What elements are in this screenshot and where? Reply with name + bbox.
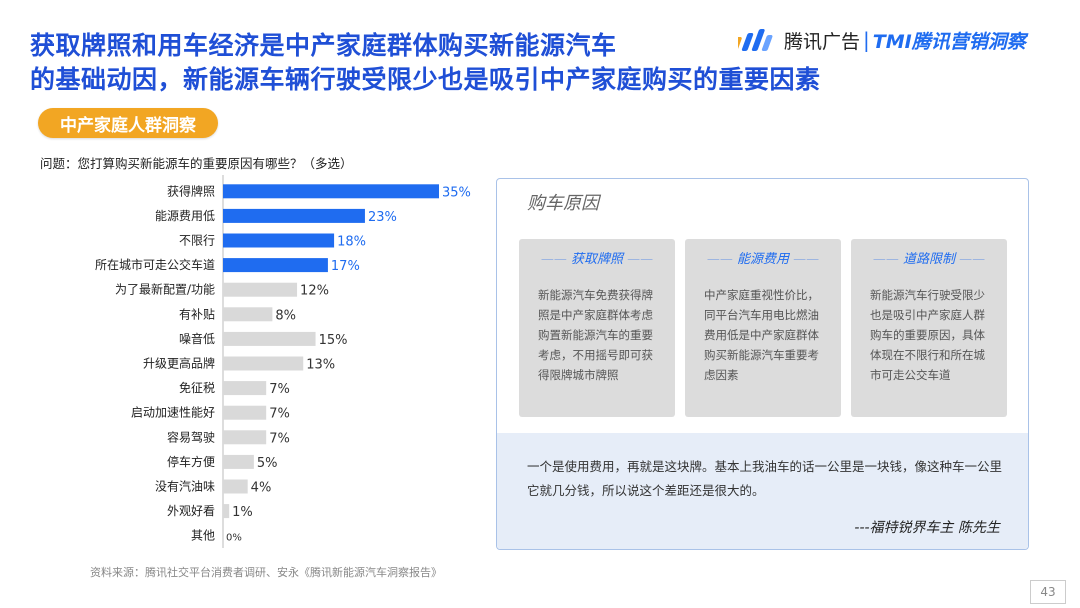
bar (223, 381, 267, 396)
section-tag: 中产家庭人群洞察 (38, 108, 218, 138)
category-label: 所在城市可走公交车道 (95, 257, 215, 272)
page-number: 43 (1030, 580, 1066, 604)
tencent-ads-logo-icon (738, 29, 773, 51)
value-label: 23% (368, 210, 397, 225)
category-label: 不限行 (179, 234, 215, 248)
bar (223, 258, 328, 273)
category-label: 升级更高品牌 (143, 356, 215, 371)
card-body: 新能源汽车行驶受限少也是吸引中产家庭人群购车的重要原因，具体体现在不限行和所在城… (870, 288, 985, 382)
category-label: 免征税 (179, 380, 215, 395)
reason-card-energy: —— 能源费用 —— 中产家庭重视性价比，同平台汽车用电比燃油费用低是中产家庭群… (685, 239, 841, 417)
owner-quote: 一个是使用费用，再就是这块牌。基本上我油车的话一公里是一块钱，像这种车一公里它就… (527, 459, 1003, 498)
category-label: 其他 (191, 529, 215, 543)
card-body: 中产家庭重视性价比，同平台汽车用电比燃油费用低是中产家庭群体购买新能源汽车重要考… (704, 288, 819, 382)
value-label: 8% (275, 308, 296, 323)
category-label: 容易驾驶 (167, 429, 215, 444)
logo-brand-text: 腾讯广告 (784, 30, 861, 53)
reason-card-license: —— 获取牌照 —— 新能源汽车免费获得牌照是中产家庭群体考虑购置新能源汽车的重… (519, 239, 675, 417)
bar (223, 331, 316, 346)
card-body: 新能源汽车免费获得牌照是中产家庭群体考虑购置新能源汽车的重要考虑，不用摇号即可获… (538, 288, 653, 382)
survey-question: 问题：您打算购买新能源车的重要原因有哪些？（多选） (40, 156, 353, 171)
reason-card-road: —— 道路限制 —— 新能源汽车行驶受限少也是吸引中产家庭人群购车的重要原因，具… (851, 239, 1007, 417)
value-label: 7% (269, 407, 290, 422)
card-heading: —— 获取牌照 —— (540, 252, 654, 267)
quote-area: 一个是使用费用，再就是这块牌。基本上我油车的话一公里是一块钱，像这种车一公里它就… (497, 433, 1028, 549)
bar (223, 479, 248, 494)
logo-sub-text: TMI腾讯营销洞察 (872, 30, 1026, 53)
panel-title: 购车原因 (527, 193, 599, 214)
bar (223, 454, 254, 469)
category-label: 噪音低 (179, 331, 215, 346)
card-heading: —— 能源费用 —— (706, 252, 820, 267)
category-label: 停车方便 (167, 454, 215, 469)
category-label: 启动加速性能好 (131, 406, 215, 420)
bar (223, 430, 267, 445)
source-note: 资料来源：腾讯社交平台消费者调研、安永《腾讯新能源汽车洞察报告》 (90, 566, 442, 579)
page-title-line-1: 获取牌照和用车经济是中产家庭群体购买新能源汽车 (30, 31, 617, 60)
page-title-line-2: 的基础动因，新能源车辆行驶受限少也是吸引中产家庭购买的重要因素 (30, 65, 821, 94)
category-label: 外观好看 (167, 504, 215, 518)
value-label: 15% (319, 333, 348, 348)
value-label: 13% (306, 358, 335, 373)
bar (223, 184, 439, 199)
category-label: 没有汽油味 (155, 479, 215, 494)
category-label: 获得牌照 (167, 183, 215, 198)
category-label: 有补贴 (179, 307, 215, 321)
value-label: 12% (300, 284, 329, 299)
brand-logo: 腾讯广告 | TMI腾讯营销洞察 (738, 26, 1026, 54)
value-label: 17% (331, 259, 360, 274)
bar (223, 405, 267, 420)
value-label: 7% (269, 382, 290, 397)
category-label: 为了最新配置/功能 (115, 282, 215, 297)
value-label: 35% (442, 185, 471, 200)
reasons-bar-chart: 获得牌照 35% 能源费用低 23% 不限行 18% 所在城市可走公交车道 17% 为了最新配置… (95, 175, 471, 548)
quote-author: ---福特锐界车主 陈先生 (854, 520, 1000, 536)
category-label: 能源费用低 (155, 209, 215, 223)
bar (223, 307, 273, 322)
value-label: 7% (269, 431, 290, 446)
bar (223, 233, 335, 248)
value-label: 4% (251, 481, 272, 496)
value-label: 18% (337, 235, 366, 250)
card-heading: —— 道路限制 —— (872, 252, 986, 267)
value-label: 1% (232, 505, 253, 520)
bar (223, 282, 298, 297)
value-label: 0% (226, 533, 242, 544)
logo-separator: | (863, 28, 870, 52)
purchase-reasons-panel: 购车原因 —— 获取牌照 —— 新能源汽车免费获得牌照是中产家庭群体考虑购置新能… (496, 178, 1029, 550)
bar (223, 208, 365, 223)
bar (223, 356, 304, 371)
value-label: 5% (257, 456, 278, 471)
bar (223, 504, 230, 519)
